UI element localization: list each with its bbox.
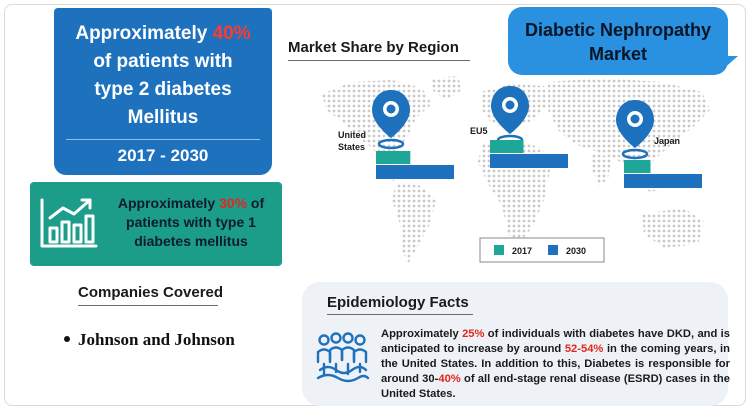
legend-swatch-2030 [548, 245, 558, 255]
type2-stat-text: Approximately 40% of patients with type … [54, 8, 272, 132]
market-title-line2: Market [588, 44, 648, 64]
map-pin-icon [491, 86, 529, 146]
epi-text-part1: Approximately [381, 328, 463, 340]
stat-line3: type 2 diabetes [94, 79, 232, 100]
bar-japan-2030 [624, 174, 702, 188]
region-label-us-line2: States [338, 142, 365, 152]
bubble-tail [722, 56, 738, 70]
market-title-line1: Diabetic Nephropathy [524, 20, 712, 40]
legend-label-2030: 2030 [566, 246, 586, 256]
epidemiology-text: Approximately 25% of individuals with di… [381, 327, 730, 402]
bullet-icon [64, 336, 70, 343]
legend-swatch-2017 [494, 245, 504, 255]
epi-highlight-increase: 52-54% [564, 343, 604, 355]
company-name: Johnson and Johnson [78, 330, 235, 349]
stat-line1: Approximately [75, 23, 213, 44]
market-share-underline [288, 60, 470, 61]
chart-legend: 2017 2030 [479, 237, 605, 263]
map-pin-icon [372, 90, 410, 150]
epidemiology-heading: Epidemiology Facts [327, 294, 469, 311]
region-japan: Japan [616, 100, 702, 188]
epi-highlight-dkd: 25% [462, 328, 485, 340]
population-group-icon [316, 332, 370, 383]
bar-eu5-2017 [490, 140, 524, 153]
bar-us-2017 [376, 151, 411, 164]
epi-text-part2: of individuals with diabetes have DKD, a… [381, 328, 730, 355]
legend-label-2017: 2017 [512, 246, 532, 256]
epidemiology-underline [327, 314, 473, 315]
bar-chart-growth-icon [40, 198, 98, 248]
company-list-item: Johnson and Johnson [64, 330, 235, 350]
type1-stat-card: Approximately 30% of patients with type … [30, 182, 282, 266]
region-label-eu5: EU5 [470, 126, 488, 136]
type2-stat-card: Approximately 40% of patients with type … [54, 8, 272, 175]
epi-text-part4: of all end-stage renal disease (ESRD) ca… [381, 373, 730, 400]
bar-eu5-2030 [490, 154, 568, 168]
stat-highlight: 40% [212, 23, 251, 44]
epidemiology-panel [302, 282, 728, 406]
bar-japan-2017 [624, 160, 651, 173]
market-share-heading: Market Share by Region [288, 39, 459, 56]
type1-highlight: 30% [219, 195, 248, 211]
region-label-us-line1: United [338, 130, 366, 140]
epi-text-part3: in the coming years, in the United State… [381, 343, 730, 385]
world-map-market-share: United States EU5 Japan 2017 [322, 76, 710, 264]
stat-divider [66, 139, 260, 140]
region-label-japan: Japan [654, 136, 680, 146]
stat-line4: Mellitus [127, 107, 199, 128]
epi-highlight-esrd: 40% [438, 373, 461, 385]
companies-underline [78, 305, 218, 306]
type1-prefix: Approximately [117, 195, 219, 211]
type1-suffix: of patients with type 1 diabetes mellitu… [126, 195, 265, 249]
region-united-states: United States [338, 90, 454, 179]
forecast-years: 2017 - 2030 [117, 146, 209, 165]
region-eu5: EU5 [470, 86, 568, 168]
market-title-bubble: Diabetic Nephropathy Market [508, 7, 728, 75]
stat-line2: of patients with [93, 51, 233, 72]
bar-us-2030 [376, 165, 454, 179]
companies-heading: Companies Covered [78, 284, 224, 301]
type1-stat-text: Approximately 30% of patients with type … [102, 194, 280, 251]
map-pin-icon [616, 100, 654, 160]
